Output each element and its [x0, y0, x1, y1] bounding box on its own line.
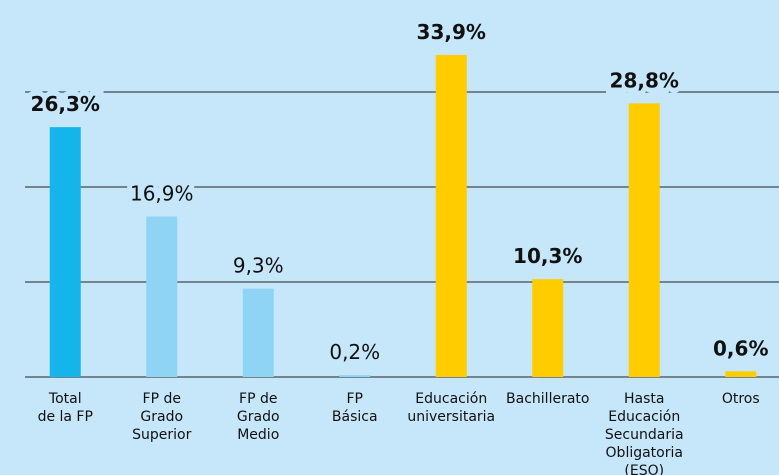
bar: [242, 288, 274, 377]
x-tick-label: Total de la FP: [37, 391, 93, 425]
value-label: 0,6%: [713, 336, 768, 360]
value-label: 0,2%: [329, 340, 380, 364]
value-label: 9,3%: [233, 254, 284, 278]
value-label: 33,9%: [417, 20, 486, 44]
x-tick-label: Bachillerato: [506, 391, 590, 407]
value-label: 26,3%: [31, 92, 100, 116]
x-tick-label: FP de Grado Superior: [132, 391, 192, 443]
value-label: 10,3%: [513, 244, 582, 268]
x-tick-label: Otros: [721, 391, 760, 407]
bar: [628, 103, 660, 378]
x-tick-label: FP Básica: [331, 391, 378, 425]
bar: [339, 375, 371, 377]
x-tick-label: Hasta Educación Secundaria Obligatoria (…: [604, 391, 684, 475]
x-tick-label: Educación universitaria: [407, 391, 496, 425]
x-tick-label: FP de Grado Medio: [236, 391, 280, 443]
value-label: 16,9%: [130, 181, 194, 205]
bar: [725, 371, 757, 377]
bar: [146, 216, 178, 377]
bar: [435, 54, 467, 377]
value-label: 28,8%: [610, 68, 679, 92]
bar: [49, 127, 81, 378]
bar: [532, 279, 564, 377]
